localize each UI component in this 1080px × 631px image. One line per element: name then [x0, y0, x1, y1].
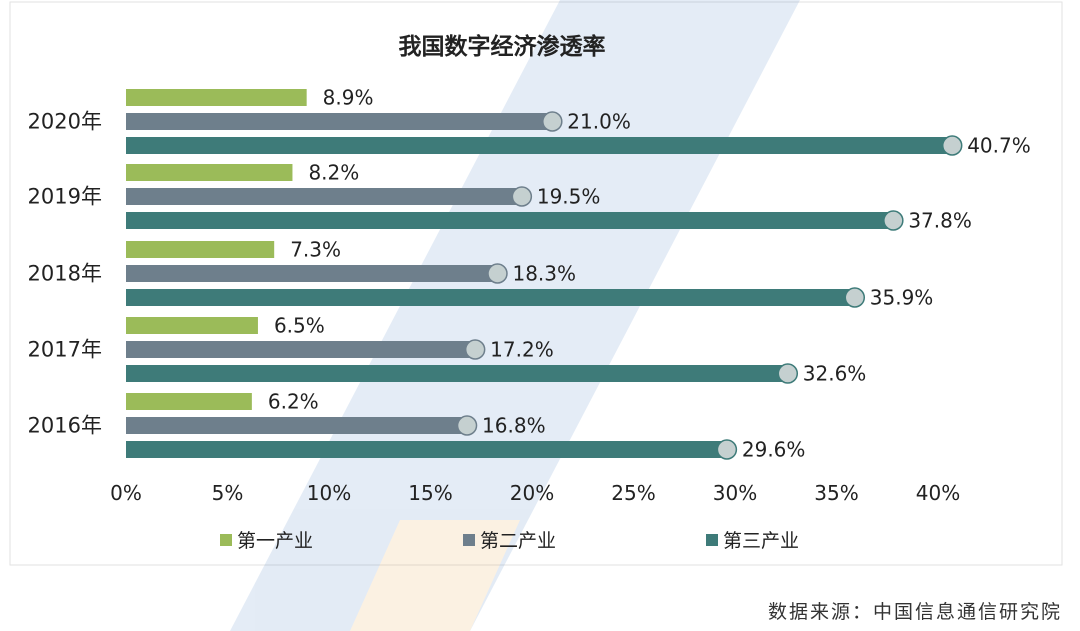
data-label: 29.6%: [742, 438, 806, 462]
x-tick-label: 5%: [212, 481, 244, 505]
bar: [126, 164, 293, 181]
x-tick-label: 35%: [814, 481, 858, 505]
bar-end-cap: [487, 263, 508, 284]
bar-end-cap: [777, 363, 799, 384]
bar-end-cap: [511, 186, 533, 207]
data-label: 6.2%: [268, 390, 319, 414]
bar: [126, 341, 476, 358]
data-label: 7.3%: [290, 238, 341, 262]
x-tick-label: 15%: [408, 481, 452, 505]
data-label: 35.9%: [870, 286, 934, 310]
data-label: 6.5%: [274, 314, 325, 338]
bar-end-cap: [883, 210, 904, 231]
bar: [126, 365, 788, 382]
bar: [126, 113, 553, 130]
data-label: 16.8%: [482, 414, 546, 438]
bar: [126, 417, 468, 434]
category-axis: 2020年 2019年 2018年 2017年 2016年: [28, 110, 102, 438]
bar-end-cap: [716, 439, 738, 460]
legend-label: 第二产业: [480, 530, 556, 552]
bar-end-cap: [941, 135, 963, 156]
bar: [126, 265, 498, 282]
bar: [126, 289, 855, 306]
bar: [126, 317, 258, 334]
x-tick-label: 40%: [916, 481, 960, 505]
source-note: 数据来源：中国信息通信研究院: [768, 601, 1062, 623]
bar-end-cap: [844, 287, 866, 308]
bar: [126, 241, 275, 258]
x-axis: 0% 5% 10% 15% 20% 25% 30% 35% 40%: [110, 481, 960, 505]
bar-end-cap: [542, 111, 563, 132]
category-label: 2019年: [28, 185, 102, 209]
bar: [126, 441, 727, 458]
data-label: 40.7%: [967, 134, 1031, 158]
category-label: 2017年: [28, 338, 102, 362]
category-label: 2020年: [28, 110, 102, 134]
x-tick-label: 10%: [307, 481, 351, 505]
bar-end-cap: [464, 339, 486, 360]
data-label: 18.3%: [512, 262, 576, 286]
data-label: 21.0%: [567, 110, 631, 134]
data-label: 37.8%: [908, 209, 972, 233]
chart-title: 我国数字经济渗透率: [399, 33, 606, 60]
bar: [126, 393, 252, 410]
x-tick-label: 30%: [713, 481, 757, 505]
legend-label: 第三产业: [723, 530, 799, 552]
bar: [126, 137, 953, 154]
bar: [126, 89, 307, 106]
watermark: [230, 0, 800, 631]
legend-label: 第一产业: [237, 530, 313, 552]
bar: [126, 188, 522, 205]
legend-swatch: [220, 534, 232, 546]
bar-area: 8.9% 21.0% 40.7% 8.2% 19.5% 37.8% 7.3% 18.3% 35.…: [126, 86, 1031, 462]
legend-swatch: [706, 534, 718, 546]
category-label: 2018年: [28, 262, 102, 286]
bar-end-cap: [456, 415, 478, 436]
legend-swatch: [463, 534, 475, 546]
bar: [126, 212, 894, 229]
x-tick-label: 25%: [611, 481, 655, 505]
x-tick-label: 20%: [510, 481, 554, 505]
data-label: 19.5%: [537, 185, 601, 209]
data-label: 17.2%: [490, 338, 554, 362]
x-tick-label: 0%: [110, 481, 142, 505]
category-label: 2016年: [28, 414, 102, 438]
data-label: 32.6%: [803, 362, 867, 386]
legend: 第一产业 第二产业 第三产业: [220, 530, 799, 552]
data-label: 8.2%: [308, 161, 359, 185]
data-label: 8.9%: [323, 86, 374, 110]
